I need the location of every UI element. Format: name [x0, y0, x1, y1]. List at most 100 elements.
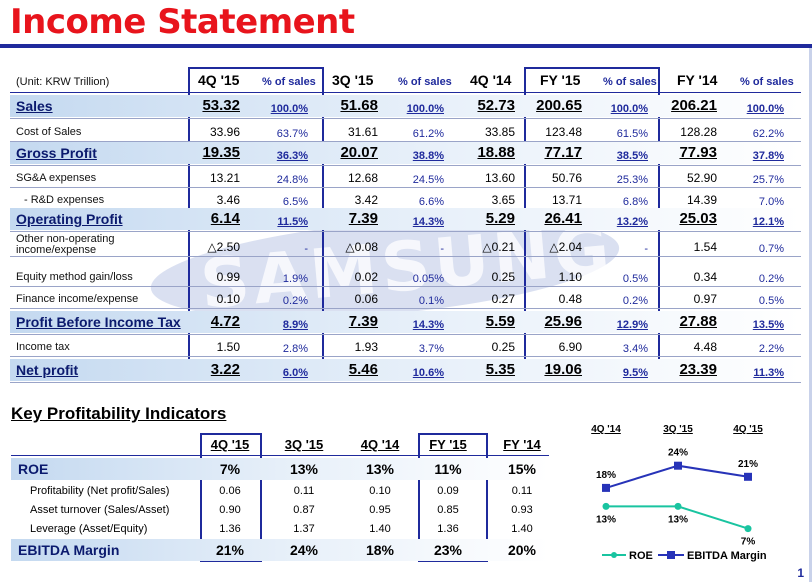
row-label: Income tax [16, 341, 70, 353]
kpi-row-label: Leverage (Asset/Equity) [30, 523, 148, 535]
row-divider [10, 187, 801, 188]
value-cell: 19.06 [544, 361, 582, 378]
kpi-value-cell: 0.11 [511, 485, 533, 497]
pct-cell: 6.5% [282, 196, 308, 208]
value-cell: 23.39 [679, 361, 717, 378]
data-label: 21% [738, 459, 758, 470]
column-header: 3Q '15 [332, 72, 374, 88]
data-label: 13% [596, 514, 616, 525]
row-divider [10, 141, 801, 142]
value-cell: 77.93 [679, 144, 717, 161]
value-cell: 50.76 [551, 171, 582, 185]
kpi-row-label: Asset turnover (Sales/Asset) [30, 504, 170, 516]
chart-category-label: 4Q '14 [591, 424, 621, 435]
row-divider [10, 231, 801, 232]
kpi-bold-row-band [11, 539, 549, 561]
pct-cell: 12.9% [616, 319, 648, 331]
value-cell: 13.71 [551, 193, 582, 207]
kpi-value-cell: 1.37 [293, 523, 315, 535]
column-pct-header: % of sales [398, 76, 452, 88]
pct-cell: 38.8% [412, 150, 444, 162]
pct-cell: 6.0% [282, 367, 308, 379]
row-label: Equity method gain/loss [16, 271, 133, 283]
right-edge-strip [809, 48, 812, 582]
kpi-value-cell: 7% [219, 461, 241, 477]
title-divider [0, 44, 812, 48]
pct-cell: 38.5% [616, 150, 648, 162]
kpi-value-cell: 0.87 [293, 504, 315, 516]
kpi-value-cell: 0.95 [369, 504, 391, 516]
column-pct-header: % of sales [603, 76, 657, 88]
pct-cell: 11.5% [277, 216, 308, 228]
pct-cell: 0.5% [758, 295, 784, 307]
value-cell: 123.48 [545, 125, 582, 139]
pct-cell: 12.1% [752, 216, 784, 228]
value-cell: 20.07 [340, 144, 378, 161]
kpi-value-cell: 24% [289, 542, 319, 558]
value-cell: 52.90 [686, 171, 717, 185]
column-pct-header: % of sales [740, 76, 794, 88]
value-cell: 12.68 [347, 171, 378, 185]
roe-point [602, 502, 610, 510]
pct-cell: 0.5% [622, 273, 648, 285]
value-cell: 0.25 [491, 270, 515, 284]
value-cell: 6.90 [558, 340, 582, 354]
roe-point [744, 525, 752, 533]
row-divider [10, 165, 801, 166]
header-divider [10, 92, 801, 93]
kpi-value-cell: 1.40 [511, 523, 533, 535]
chart-category-label: 4Q '15 [733, 424, 763, 435]
pct-cell: 0.7% [758, 243, 784, 255]
value-cell: △0.21 [482, 240, 515, 254]
kpi-value-cell: 0.10 [369, 485, 391, 497]
value-cell: 1.54 [693, 240, 717, 254]
pct-cell: 7.0% [758, 196, 784, 208]
value-cell: 13.60 [484, 171, 515, 185]
bold-row-band [10, 208, 801, 230]
row-divider [10, 382, 801, 383]
pct-cell: 1.9% [282, 273, 308, 285]
value-cell: 51.68 [340, 97, 378, 114]
value-cell: 14.39 [686, 193, 717, 207]
row-label: - R&D expenses [24, 194, 105, 206]
pct-cell: 13.2% [616, 216, 648, 228]
pct-cell: 8.9% [282, 319, 308, 331]
value-cell: 200.65 [536, 97, 582, 114]
pct-cell: 14.3% [412, 319, 444, 331]
kpi-row-label: ROE [18, 461, 49, 477]
row-divider [10, 334, 801, 335]
row-divider [10, 118, 801, 119]
pct-cell: 0.1% [418, 295, 444, 307]
value-cell: 0.02 [354, 270, 378, 284]
legend-roe-label: ROE [629, 550, 653, 562]
pct-cell: 24.5% [412, 174, 444, 186]
pct-cell: 6.6% [418, 196, 444, 208]
pct-cell: 13.5% [752, 319, 784, 331]
kpi-value-cell: 1.36 [219, 523, 241, 535]
row-divider [10, 356, 801, 357]
column-header: FY '15 [540, 72, 581, 88]
pct-cell: 10.6% [412, 367, 444, 379]
row-label: Operating Profit [16, 211, 123, 227]
kpi-highlight-box-fy15 [418, 433, 488, 562]
data-label: 7% [741, 537, 756, 548]
pct-cell: 2.2% [758, 343, 784, 355]
kpi-value-cell: 0.93 [511, 504, 533, 516]
kpi-column-header: 4Q '14 [360, 437, 400, 452]
bold-row-band [10, 95, 801, 117]
page-number: 1 [797, 566, 804, 580]
pct-cell: - [440, 243, 444, 255]
pct-cell: 11.3% [753, 367, 784, 379]
value-cell: 18.88 [477, 144, 515, 161]
kpi-highlight-box-4q15 [200, 433, 262, 562]
pct-cell: 6.8% [622, 196, 648, 208]
pct-cell: 62.2% [752, 128, 784, 140]
value-cell: 0.27 [491, 292, 515, 306]
legend-ebitda-label: EBITDA Margin [687, 550, 767, 562]
pct-cell: 24.8% [276, 174, 308, 186]
pct-cell: 61.2% [412, 128, 444, 140]
row-label: Cost of Sales [16, 126, 82, 138]
kpi-header-divider [11, 455, 549, 456]
kpi-value-cell: 13% [365, 461, 395, 477]
kpi-line-chart: 4Q '14 3Q '15 4Q '15 13% 13% 7% 18% 24% 21% ROE EB… [591, 424, 767, 562]
